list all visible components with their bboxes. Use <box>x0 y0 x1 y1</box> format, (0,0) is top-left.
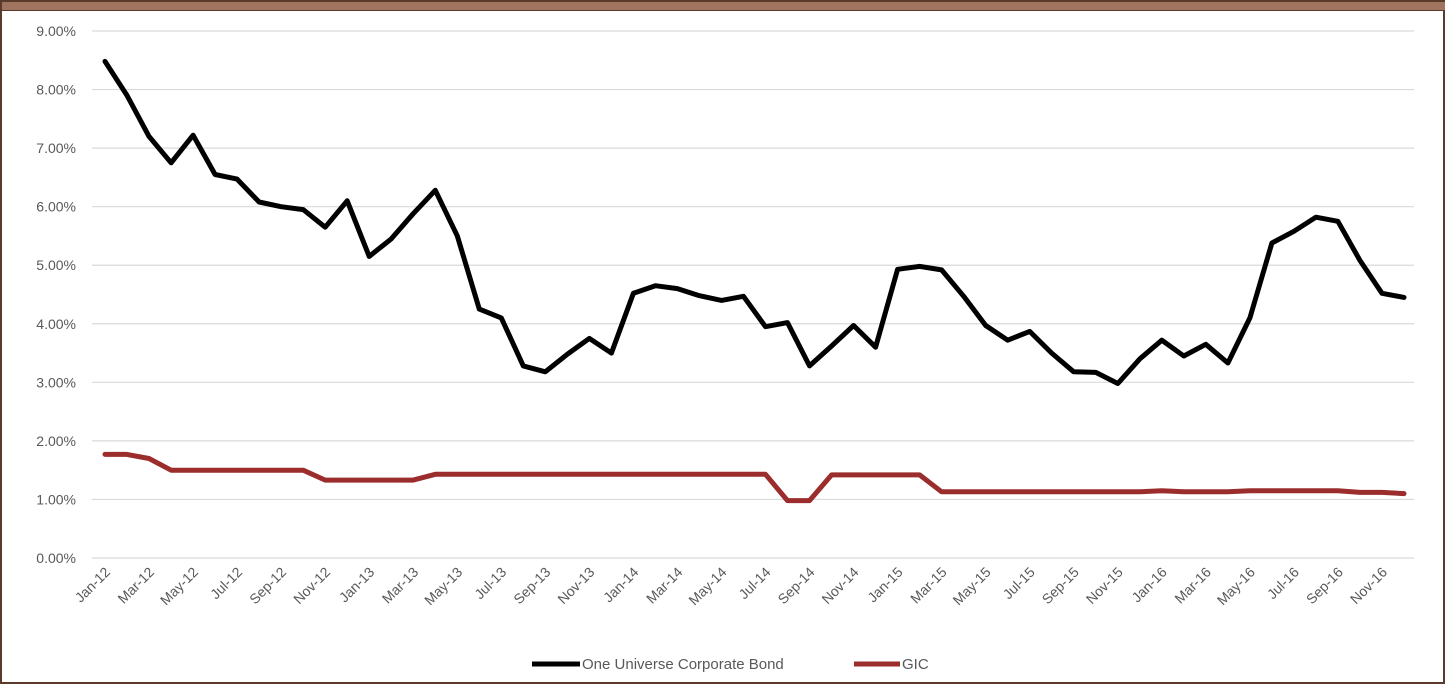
y-tick-label: 0.00% <box>36 550 76 566</box>
x-tick-label: May-16 <box>1214 564 1258 608</box>
x-tick-label: Jul-15 <box>1000 564 1038 602</box>
y-tick-label: 9.00% <box>36 23 76 39</box>
x-tick-label: Nov-15 <box>1083 564 1126 607</box>
x-tick-label: Sep-13 <box>510 564 553 607</box>
y-tick-label: 8.00% <box>36 82 76 98</box>
x-axis-tick-labels: Jan-12 Mar-12 May-12 Jul-12 Sep-12 Nov-12 Jan-… <box>72 564 1391 608</box>
gridlines <box>92 30 1414 559</box>
x-tick-label: Jul-16 <box>1264 564 1302 602</box>
x-tick-label: Mar-15 <box>907 564 950 607</box>
x-tick-label: Jul-12 <box>207 564 245 602</box>
x-tick-label: May-12 <box>157 564 201 608</box>
x-tick-label: Sep-16 <box>1303 564 1346 607</box>
series-line-1 <box>102 451 1407 504</box>
y-tick-label: 4.00% <box>36 316 76 332</box>
x-tick-label: May-13 <box>421 564 465 608</box>
x-tick-label: Mar-14 <box>643 564 686 607</box>
y-tick-label: 3.00% <box>36 374 76 390</box>
x-tick-label: Jan-16 <box>1128 564 1170 606</box>
chart-top-bar <box>2 2 1445 11</box>
y-tick-label: 7.00% <box>36 140 76 156</box>
x-tick-label: Jan-12 <box>72 564 114 606</box>
y-tick-label: 5.00% <box>36 257 76 273</box>
x-tick-label: Nov-12 <box>290 564 333 607</box>
x-tick-label: Sep-15 <box>1039 564 1082 607</box>
y-tick-label: 1.00% <box>36 491 76 507</box>
legend-label: One Universe Corporate Bond <box>582 656 784 673</box>
x-tick-label: Jan-14 <box>600 564 642 606</box>
x-tick-label: Nov-13 <box>554 564 597 607</box>
x-tick-label: Mar-13 <box>379 564 422 607</box>
legend-label: GIC <box>902 656 929 673</box>
x-tick-label: Sep-14 <box>774 564 817 607</box>
x-tick-label: May-14 <box>685 564 729 608</box>
x-tick-label: Mar-12 <box>114 564 157 607</box>
legend: One Universe Corporate Bond GIC <box>532 656 929 673</box>
series-lines <box>102 58 1407 504</box>
series-line-0 <box>102 58 1407 386</box>
y-tick-label: 2.00% <box>36 433 76 449</box>
x-tick-label: Jul-13 <box>471 564 509 602</box>
x-tick-label: Nov-16 <box>1347 564 1390 607</box>
x-tick-label: Nov-14 <box>818 564 861 607</box>
x-tick-label: Mar-16 <box>1171 564 1214 607</box>
x-tick-label: Jan-15 <box>864 564 906 606</box>
x-tick-label: May-15 <box>949 564 993 608</box>
y-axis-tick-labels: 0.00% 1.00% 2.00% 3.00% 4.00% 5.00% 6.00% 7.00%… <box>36 23 76 566</box>
x-tick-label: Sep-12 <box>246 564 289 607</box>
x-tick-label: Jan-13 <box>336 564 378 606</box>
x-tick-label: Jul-14 <box>735 564 773 602</box>
y-tick-label: 6.00% <box>36 199 76 215</box>
